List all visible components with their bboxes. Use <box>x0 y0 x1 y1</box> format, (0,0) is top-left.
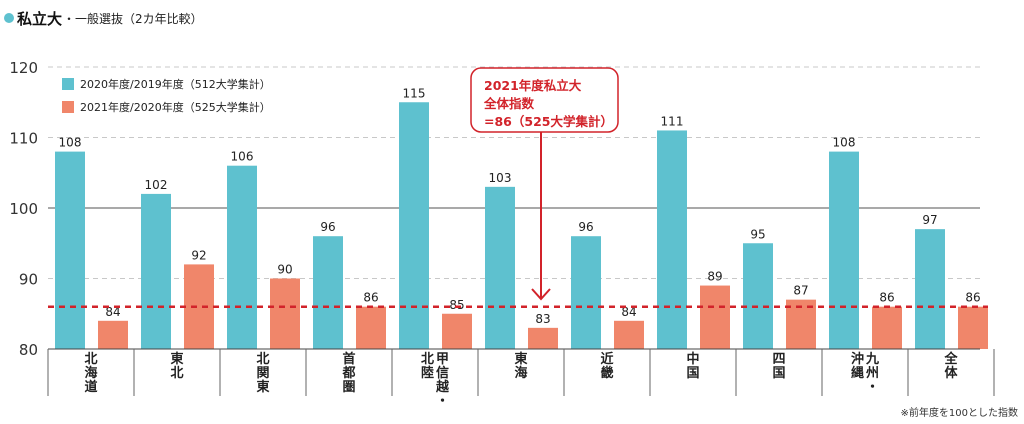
category-label-char: 越 <box>435 379 450 395</box>
data-label: 96 <box>320 220 335 234</box>
bar-series1 <box>313 236 343 349</box>
bar-series2 <box>958 306 988 349</box>
legend-swatch <box>62 78 74 90</box>
title-main: 私立大 <box>17 9 63 28</box>
data-label: 111 <box>661 114 684 128</box>
data-label: 83 <box>535 312 550 326</box>
category-label-char: 沖 <box>851 351 864 367</box>
data-label: 86 <box>879 291 894 305</box>
bar-series2 <box>270 278 300 349</box>
data-label: 84 <box>105 305 120 319</box>
category-label-char: 体 <box>944 365 958 381</box>
category-label-char: 国 <box>686 366 699 381</box>
category-label-char: 東 <box>514 351 527 367</box>
category-label-char: 信 <box>436 365 449 381</box>
y-tick-label: 120 <box>9 59 38 77</box>
bar-series1 <box>829 151 859 349</box>
category-label-char: 都 <box>341 365 355 381</box>
y-tick-label: 90 <box>19 271 38 289</box>
bar-series1 <box>915 229 945 349</box>
data-label: 86 <box>965 291 980 305</box>
data-label: 92 <box>191 248 206 262</box>
data-label: 96 <box>578 220 593 234</box>
category-label-char: 東 <box>256 379 269 395</box>
data-label: 103 <box>489 171 512 185</box>
category-label-char: 北 <box>170 366 183 381</box>
title-bullet-icon <box>4 13 14 23</box>
annotation-text: 全体指数 <box>483 96 535 111</box>
category-label-char: 近 <box>600 351 613 367</box>
legend-label: 2020年度/2019年度（512大学集計） <box>80 77 271 91</box>
category-label-char: 甲 <box>436 352 449 367</box>
data-label: 97 <box>922 213 937 227</box>
annotation-text: =86（525大学集計） <box>484 114 613 129</box>
category-label-char: 道 <box>84 379 97 395</box>
data-label: 115 <box>403 86 426 100</box>
category-label-char: 海 <box>514 365 527 381</box>
category-label-char: 畿 <box>600 365 613 381</box>
category-label-char: 北 <box>84 352 97 367</box>
category-label-char: 州 <box>865 366 879 381</box>
data-label: 95 <box>750 227 765 241</box>
bar-series2 <box>614 320 644 349</box>
category-label-char: 北 <box>256 352 269 367</box>
bar-series2 <box>528 327 558 349</box>
bar-series1 <box>743 243 773 349</box>
data-label: 89 <box>707 270 722 284</box>
category-label-char: 全 <box>943 351 958 367</box>
data-label: 87 <box>793 284 808 298</box>
category-label-char: ・ <box>436 394 449 409</box>
bar-series2 <box>872 306 902 349</box>
data-label: 106 <box>231 150 254 164</box>
title-sub: ・一般選抜（2カ年比較） <box>63 11 203 26</box>
data-label: 108 <box>59 136 82 150</box>
category-label-char: 九 <box>865 352 879 367</box>
annotation-box <box>470 67 619 133</box>
bar-series2 <box>184 264 214 349</box>
category-label-char: 北 <box>421 352 434 367</box>
data-label: 108 <box>833 136 856 150</box>
category-label-char: 海 <box>84 365 97 381</box>
category-label-char: 縄 <box>851 365 864 381</box>
data-label: 85 <box>449 298 464 312</box>
data-label: 84 <box>621 305 636 319</box>
category-label-char: 四 <box>772 352 785 367</box>
footnote: ※前年度を100とした指数 <box>900 408 1018 419</box>
y-tick-label: 80 <box>19 341 38 359</box>
bar-series1 <box>485 186 515 349</box>
data-label: 102 <box>145 178 168 192</box>
legend-label: 2021年度/2020年度（525大学集計） <box>80 100 271 114</box>
bar-series2 <box>98 320 128 349</box>
bar-series1 <box>141 193 171 349</box>
annotation-text: 2021年度私立大 <box>484 78 582 93</box>
bar-series1 <box>55 151 85 349</box>
category-label-char: ・ <box>866 380 879 395</box>
bar-series1 <box>399 102 429 349</box>
category-label-char: 国 <box>772 366 785 381</box>
data-label: 86 <box>363 291 378 305</box>
bar-series2 <box>442 313 472 349</box>
bar-series2 <box>700 285 730 349</box>
category-label-char: 中 <box>686 351 699 367</box>
category-label-char: 圏 <box>342 380 355 395</box>
bar-series1 <box>657 130 687 349</box>
y-tick-label: 110 <box>9 130 38 148</box>
bar-series1 <box>571 236 601 349</box>
data-label: 90 <box>277 263 292 277</box>
bar-series1 <box>227 165 257 349</box>
y-tick-label: 100 <box>9 200 38 218</box>
category-label-char: 首 <box>342 351 355 367</box>
annotation-arrow-head <box>531 288 551 301</box>
chart-title: 私立大 ・一般選抜（2カ年比較） <box>4 8 203 28</box>
bar-series2 <box>356 306 386 349</box>
category-label-char: 関 <box>256 366 269 381</box>
legend-swatch <box>62 101 74 113</box>
category-label-char: 東 <box>170 351 183 367</box>
category-label-char: 陸 <box>421 365 434 381</box>
